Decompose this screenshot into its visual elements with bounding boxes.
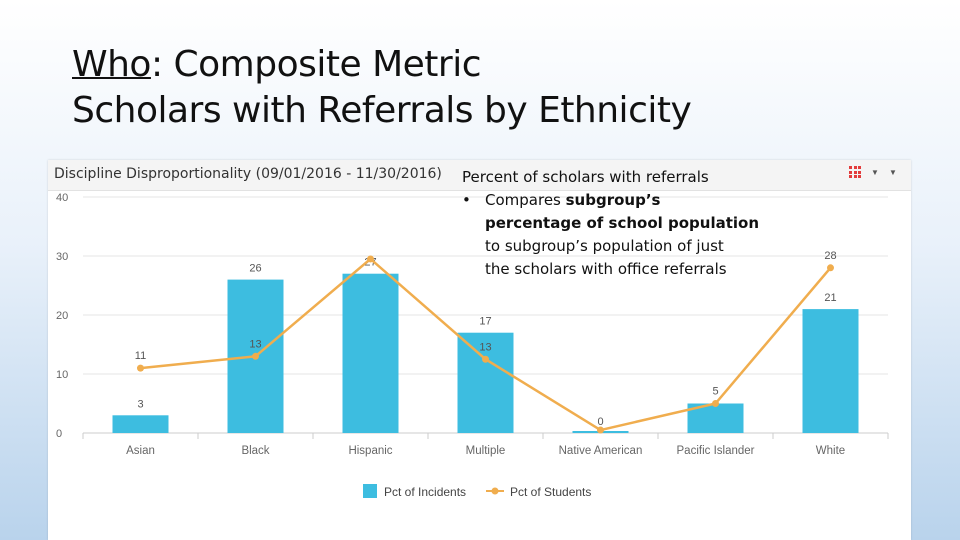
- line-point: [482, 355, 489, 363]
- bar-value-label: 3: [137, 398, 143, 410]
- x-tick-label: Black: [241, 445, 269, 457]
- bullet-icon: •: [462, 191, 471, 209]
- legend-label-bars: Pct of Incidents: [384, 485, 466, 499]
- slide-title-line1-rest: : Composite Metric: [150, 44, 482, 85]
- slide-title-line2: Scholars with Referrals by Ethnicity: [72, 90, 692, 131]
- chart-panel-title: Discipline Disproportionality (09/01/201…: [54, 166, 442, 182]
- bar-value-label: 26: [249, 263, 261, 275]
- caret-down-icon[interactable]: ▼: [871, 168, 879, 177]
- callout-line-b: percentage of school population: [485, 214, 760, 232]
- slide-title-who: Who: [72, 44, 151, 85]
- x-tick-label: White: [816, 445, 845, 457]
- line-value-label: 5: [712, 386, 718, 398]
- line-point: [712, 400, 719, 407]
- bar-value-label: 21: [824, 292, 836, 304]
- line-value-label: 13: [249, 338, 261, 350]
- line-value-label: 11: [135, 350, 146, 362]
- menu-grid-icon[interactable]: [849, 166, 861, 178]
- x-tick-label: Pacific Islander: [677, 445, 755, 457]
- chart-panel: Discipline Disproportionality (09/01/201…: [48, 160, 911, 540]
- bar: [802, 309, 859, 433]
- line-point: [137, 364, 144, 372]
- y-tick-label: 40: [56, 192, 68, 204]
- callout-line-d: the scholars with office referrals: [485, 260, 727, 278]
- y-tick-label: 30: [56, 251, 68, 263]
- callout-line-a-bold: subgroup’s: [565, 191, 661, 209]
- legend-swatch-point: [491, 487, 499, 495]
- legend-label-line: Pct of Students: [510, 485, 591, 499]
- bar: [112, 415, 169, 433]
- line-value-label: 13: [479, 341, 491, 353]
- bar: [342, 273, 399, 433]
- slide-title: Who: Composite Metric Scholars with Refer…: [72, 42, 692, 134]
- bar: [457, 332, 514, 433]
- chart-panel-header: Discipline Disproportionality (09/01/201…: [48, 160, 911, 191]
- caret-down-icon[interactable]: ▼: [889, 168, 897, 177]
- callout-heading: Percent of scholars with referrals: [462, 168, 709, 186]
- y-tick-label: 0: [56, 428, 62, 440]
- x-tick-label: Native American: [559, 445, 643, 457]
- line-value-label: 28: [824, 250, 836, 262]
- x-tick-label: Asian: [126, 445, 155, 457]
- callout-line-c: to subgroup’s population of just: [485, 237, 724, 255]
- bar-value-label: 0: [597, 416, 603, 428]
- x-tick-label: Hispanic: [348, 445, 392, 457]
- line-point: [827, 264, 834, 272]
- callout-text: Percent of scholars with referrals • Com…: [462, 166, 792, 281]
- legend-swatch-bars: [363, 484, 377, 498]
- callout-bullet: • Compares subgroup’s percentage of scho…: [462, 189, 792, 281]
- x-tick-label: Multiple: [466, 445, 506, 457]
- bar-value-label: 17: [479, 316, 491, 328]
- callout-line-a: Compares: [485, 191, 566, 209]
- y-tick-label: 20: [56, 310, 68, 322]
- line-point: [597, 426, 604, 434]
- line-point: [367, 255, 374, 263]
- line-point: [252, 352, 259, 360]
- y-tick-label: 10: [56, 369, 68, 381]
